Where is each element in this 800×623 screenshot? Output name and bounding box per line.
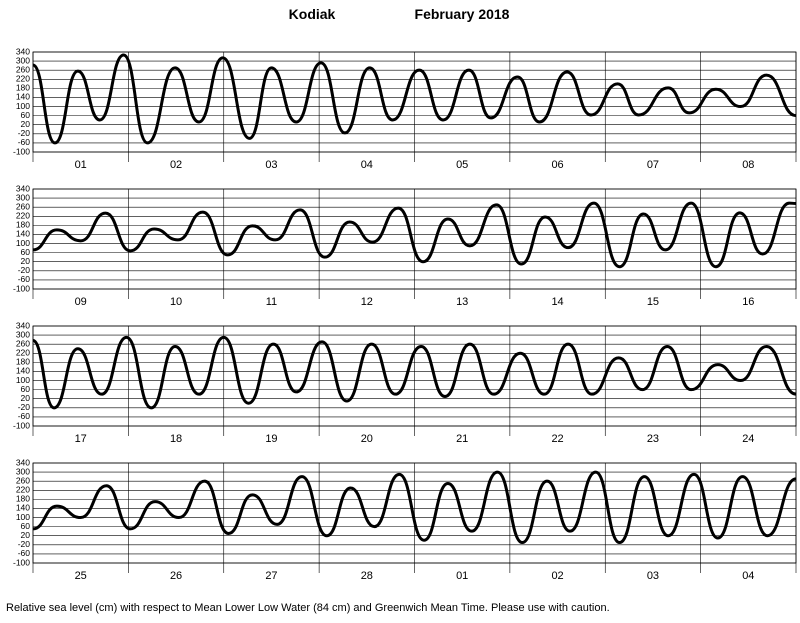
tide-line	[32, 201, 797, 269]
x-tick-label: 16	[742, 296, 754, 308]
plot-frame	[32, 51, 797, 153]
y-tick-label: 20	[21, 393, 31, 403]
y-tick-label: 100	[16, 512, 30, 522]
y-tick-label: 180	[16, 494, 30, 504]
y-tick-label: 100	[16, 101, 30, 111]
y-tick-label: 20	[21, 119, 31, 129]
tide-line	[32, 470, 797, 545]
y-tick-label: 20	[21, 530, 31, 540]
x-tick-label: 04	[742, 570, 754, 582]
station-title: Kodiak	[289, 6, 336, 22]
y-tick-label: 340	[16, 457, 30, 467]
y-tick-label: 260	[16, 64, 30, 74]
x-tick-label: 27	[265, 570, 277, 582]
x-tick-label: 20	[361, 433, 373, 445]
y-tick-label: -20	[18, 128, 31, 138]
x-tick-label: 06	[551, 159, 563, 171]
y-tick-label: 140	[16, 229, 30, 239]
x-tick-label: 05	[456, 159, 468, 171]
footnote: Relative sea level (cm) with respect to …	[6, 602, 610, 614]
y-tick-label: -20	[18, 265, 31, 275]
y-tick-label: 60	[21, 247, 31, 257]
y-tick-label: 100	[16, 375, 30, 385]
y-tick-label: -60	[18, 411, 31, 421]
x-tick-label: 02	[170, 159, 182, 171]
x-tick-label: 28	[361, 570, 373, 582]
x-tick-label: 04	[361, 159, 373, 171]
y-tick-label: -60	[18, 137, 31, 147]
y-tick-label: 340	[16, 183, 30, 193]
x-tick-label: 01	[456, 570, 468, 582]
y-tick-label: -20	[18, 539, 31, 549]
x-tick-label: 15	[647, 296, 659, 308]
x-tick-label: 18	[170, 433, 182, 445]
y-tick-label: 340	[16, 320, 30, 330]
y-tick-label: 140	[16, 92, 30, 102]
y-tick-label: 300	[16, 55, 30, 65]
x-tick-label: 03	[265, 159, 277, 171]
y-tick-label: 140	[16, 366, 30, 376]
y-tick-label: 300	[16, 192, 30, 202]
y-tick-label: -60	[18, 548, 31, 558]
x-tick-label: 26	[170, 570, 182, 582]
y-tick-label: -100	[13, 146, 30, 156]
x-tick-label: 22	[551, 433, 563, 445]
y-tick-label: 340	[16, 46, 30, 56]
y-tick-label: 180	[16, 83, 30, 93]
y-tick-label: 20	[21, 256, 31, 266]
plot-frame	[32, 325, 797, 427]
x-tick-label: 23	[647, 433, 659, 445]
x-tick-label: 13	[456, 296, 468, 308]
y-tick-label: 260	[16, 201, 30, 211]
y-tick-label: -60	[18, 274, 31, 284]
x-tick-label: 03	[647, 570, 659, 582]
y-tick-label: 180	[16, 357, 30, 367]
y-tick-label: 260	[16, 475, 30, 485]
x-tick-label: 10	[170, 296, 182, 308]
y-tick-label: 100	[16, 238, 30, 248]
x-tick-label: 21	[456, 433, 468, 445]
x-tick-label: 19	[265, 433, 277, 445]
y-tick-label: 220	[16, 211, 30, 221]
tide-line	[32, 53, 797, 145]
y-tick-label: -100	[13, 283, 30, 293]
x-tick-label: 25	[75, 570, 87, 582]
x-tick-label: 11	[266, 296, 277, 308]
y-tick-label: 220	[16, 348, 30, 358]
tide-line	[32, 335, 797, 410]
y-tick-label: 180	[16, 220, 30, 230]
period-title: February 2018	[415, 6, 510, 22]
plot-frame	[32, 188, 797, 290]
x-tick-label: 02	[551, 570, 563, 582]
x-tick-label: 01	[75, 159, 87, 171]
plot-frame	[32, 462, 797, 564]
y-tick-label: 300	[16, 329, 30, 339]
x-tick-label: 09	[75, 296, 87, 308]
x-tick-label: 12	[361, 296, 373, 308]
x-tick-label: 17	[75, 433, 87, 445]
y-tick-label: 220	[16, 74, 30, 84]
y-tick-label: 60	[21, 384, 31, 394]
y-tick-label: -20	[18, 402, 31, 412]
x-tick-label: 14	[551, 296, 563, 308]
y-tick-label: 260	[16, 338, 30, 348]
y-tick-label: -100	[13, 420, 30, 430]
x-tick-label: 07	[647, 159, 659, 171]
y-tick-label: -100	[13, 557, 30, 567]
y-tick-label: 140	[16, 503, 30, 513]
x-tick-label: 24	[742, 433, 754, 445]
x-tick-label: 08	[742, 159, 754, 171]
y-tick-label: 300	[16, 466, 30, 476]
y-tick-label: 60	[21, 521, 31, 531]
y-tick-label: 60	[21, 110, 31, 120]
y-tick-label: 220	[16, 485, 30, 495]
